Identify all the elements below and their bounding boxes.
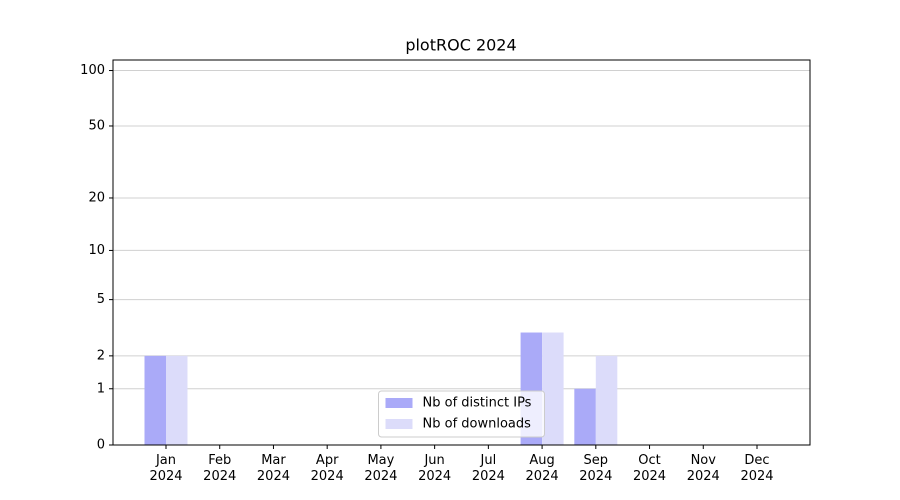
y-tick-label: 0 bbox=[97, 438, 105, 453]
x-tick-label: May 2024 bbox=[364, 453, 398, 484]
x-tick-label: Dec 2024 bbox=[740, 453, 774, 484]
legend-label: Nb of distinct IPs bbox=[423, 396, 532, 411]
x-tick-label: Mar 2024 bbox=[256, 453, 290, 484]
y-tick-label: 50 bbox=[88, 118, 105, 133]
chart-title: plotROC 2024 bbox=[405, 36, 516, 55]
x-tick-label: Nov 2024 bbox=[686, 453, 720, 484]
legend-swatch bbox=[385, 419, 413, 429]
legend: Nb of distinct IPs Nb of downloads bbox=[378, 390, 545, 438]
bar bbox=[595, 355, 618, 445]
bar bbox=[542, 332, 564, 445]
grid bbox=[113, 70, 810, 446]
x-tick-label: Feb 2024 bbox=[203, 453, 237, 484]
x-tick-label: Aug 2024 bbox=[525, 453, 559, 484]
bar bbox=[144, 355, 166, 445]
y-tick-label: 2 bbox=[97, 348, 105, 363]
x-tick-label: Jan 2024 bbox=[149, 453, 183, 484]
x-tick-label: Oct 2024 bbox=[632, 453, 667, 484]
x-tick-label: Jul 2024 bbox=[471, 453, 505, 484]
y-tick-label: 1 bbox=[97, 381, 105, 396]
y-tick-label: 20 bbox=[88, 190, 105, 205]
y-tick-label: 10 bbox=[88, 243, 105, 258]
x-tick-label: Apr 2024 bbox=[310, 453, 344, 484]
y-tick-label: 5 bbox=[97, 292, 105, 307]
bar bbox=[166, 355, 188, 445]
legend-swatch bbox=[385, 398, 413, 408]
x-tick-label: Jun 2024 bbox=[418, 453, 452, 484]
x-tick-label: Sep 2024 bbox=[579, 453, 613, 484]
legend-box bbox=[378, 390, 545, 438]
legend-label: Nb of downloads bbox=[423, 417, 532, 432]
plot-frame bbox=[112, 59, 811, 446]
bar bbox=[574, 388, 596, 445]
y-tick-label: 100 bbox=[80, 63, 105, 78]
